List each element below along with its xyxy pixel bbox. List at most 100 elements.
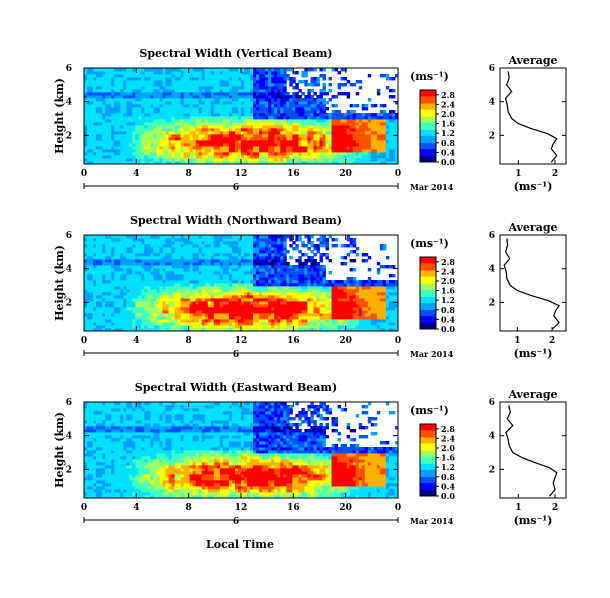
heatmap-cell — [120, 152, 124, 156]
heatmap-cell — [132, 286, 136, 290]
heatmap-cell — [250, 244, 254, 248]
heatmap-cell — [150, 122, 154, 126]
heatmap-cell — [156, 80, 160, 84]
heatmap-cell — [111, 143, 115, 147]
heatmap-cell — [271, 149, 275, 153]
heatmap-cell — [349, 149, 354, 153]
heatmap-cell — [180, 107, 185, 111]
heatmap-cell — [168, 298, 172, 302]
heatmap-cell — [234, 319, 239, 323]
heatmap-cell — [150, 316, 154, 320]
heatmap-cell — [388, 110, 393, 114]
heatmap-cell — [186, 98, 191, 102]
heatmap-cell — [250, 274, 254, 278]
heatmap-cell — [228, 140, 233, 144]
heatmap-cell — [180, 313, 185, 317]
heatmap-cell — [126, 131, 130, 135]
heatmap-cell — [259, 122, 263, 126]
heatmap-cell — [364, 107, 369, 111]
heatmap-cell — [129, 158, 133, 162]
heatmap-cell — [195, 235, 200, 239]
heatmap-cell — [201, 292, 206, 296]
heatmap-cell — [90, 95, 94, 99]
heatmap-cell — [114, 253, 118, 257]
heatmap-cell — [228, 286, 233, 290]
heatmap-cell — [195, 322, 200, 326]
heatmap-cell — [277, 152, 281, 156]
heatmap-cell — [84, 77, 88, 81]
heatmap-cell — [256, 86, 260, 90]
heatmap-cell — [201, 328, 206, 332]
heatmap-cell — [177, 313, 182, 317]
heatmap-cell — [174, 298, 178, 302]
heatmap-cell — [253, 283, 257, 287]
heatmap-cell — [192, 104, 197, 108]
heatmap-cell — [138, 274, 142, 278]
heatmap-cell — [156, 253, 160, 257]
heatmap-cell — [84, 104, 88, 108]
heatmap-cell — [370, 131, 375, 135]
heatmap-cell — [367, 128, 372, 132]
heatmap-cell — [102, 92, 106, 96]
heatmap-cell — [231, 268, 236, 272]
heatmap-cell — [286, 107, 290, 111]
heatmap-cell — [168, 322, 172, 326]
heatmap-cell — [99, 310, 103, 314]
heatmap-cell — [234, 253, 239, 257]
heatmap-cell — [183, 83, 188, 87]
heatmap-cell — [96, 241, 100, 245]
heatmap-cell — [135, 107, 139, 111]
heatmap-cell — [328, 98, 332, 102]
heatmap-cell — [120, 77, 124, 81]
heatmap-cell — [364, 131, 369, 135]
heatmap-cell — [108, 328, 112, 332]
heatmap-cell — [99, 292, 103, 296]
heatmap-cell — [93, 128, 97, 132]
colorbar-segment — [420, 103, 436, 105]
heatmap-cell — [286, 116, 290, 120]
heatmap-cell — [156, 74, 160, 78]
heatmap-cell — [99, 235, 103, 239]
heatmap-cell — [268, 116, 272, 120]
heatmap-cell — [189, 143, 194, 147]
heatmap-cell — [90, 238, 94, 242]
heatmap-cell — [102, 113, 106, 117]
heatmap-cell — [198, 131, 203, 135]
heatmap-cell — [216, 146, 221, 150]
heatmap-cell — [244, 307, 248, 311]
heatmap-cell — [247, 101, 251, 105]
heatmap-cell — [325, 131, 329, 135]
heatmap-cell — [394, 113, 399, 117]
heatmap-cell — [99, 259, 103, 263]
heatmap-cell — [159, 280, 163, 284]
heatmap-cell — [90, 292, 94, 296]
heatmap-cell — [228, 158, 233, 162]
heatmap-cell — [204, 113, 209, 117]
heatmap-cell — [183, 125, 188, 129]
heatmap-cell — [180, 155, 185, 159]
heatmap-cell — [114, 328, 118, 332]
heatmap-cell — [310, 155, 314, 159]
heatmap-cell — [114, 137, 118, 141]
heatmap-cell — [108, 280, 112, 284]
heatmap-cell — [150, 113, 154, 117]
heatmap-cell — [171, 292, 175, 296]
heatmap-cell — [231, 152, 236, 156]
heatmap-cell — [138, 316, 142, 320]
heatmap-cell — [316, 146, 320, 150]
heatmap-cell — [123, 283, 127, 287]
heatmap-cell — [144, 98, 148, 102]
heatmap-cell — [268, 104, 272, 108]
heatmap-cell — [147, 158, 151, 162]
heatmap-cell — [301, 161, 305, 165]
heatmap-cell — [222, 313, 227, 317]
heatmap-cell — [289, 77, 293, 81]
heatmap-cell — [292, 95, 296, 99]
heatmap-cell — [138, 277, 142, 281]
heatmap-cell — [180, 238, 185, 242]
heatmap-cell — [237, 301, 242, 305]
heatmap-cell — [150, 128, 154, 132]
heatmap-cell — [96, 328, 100, 332]
heatmap-cell — [298, 95, 302, 99]
heatmap-cell — [247, 250, 251, 254]
